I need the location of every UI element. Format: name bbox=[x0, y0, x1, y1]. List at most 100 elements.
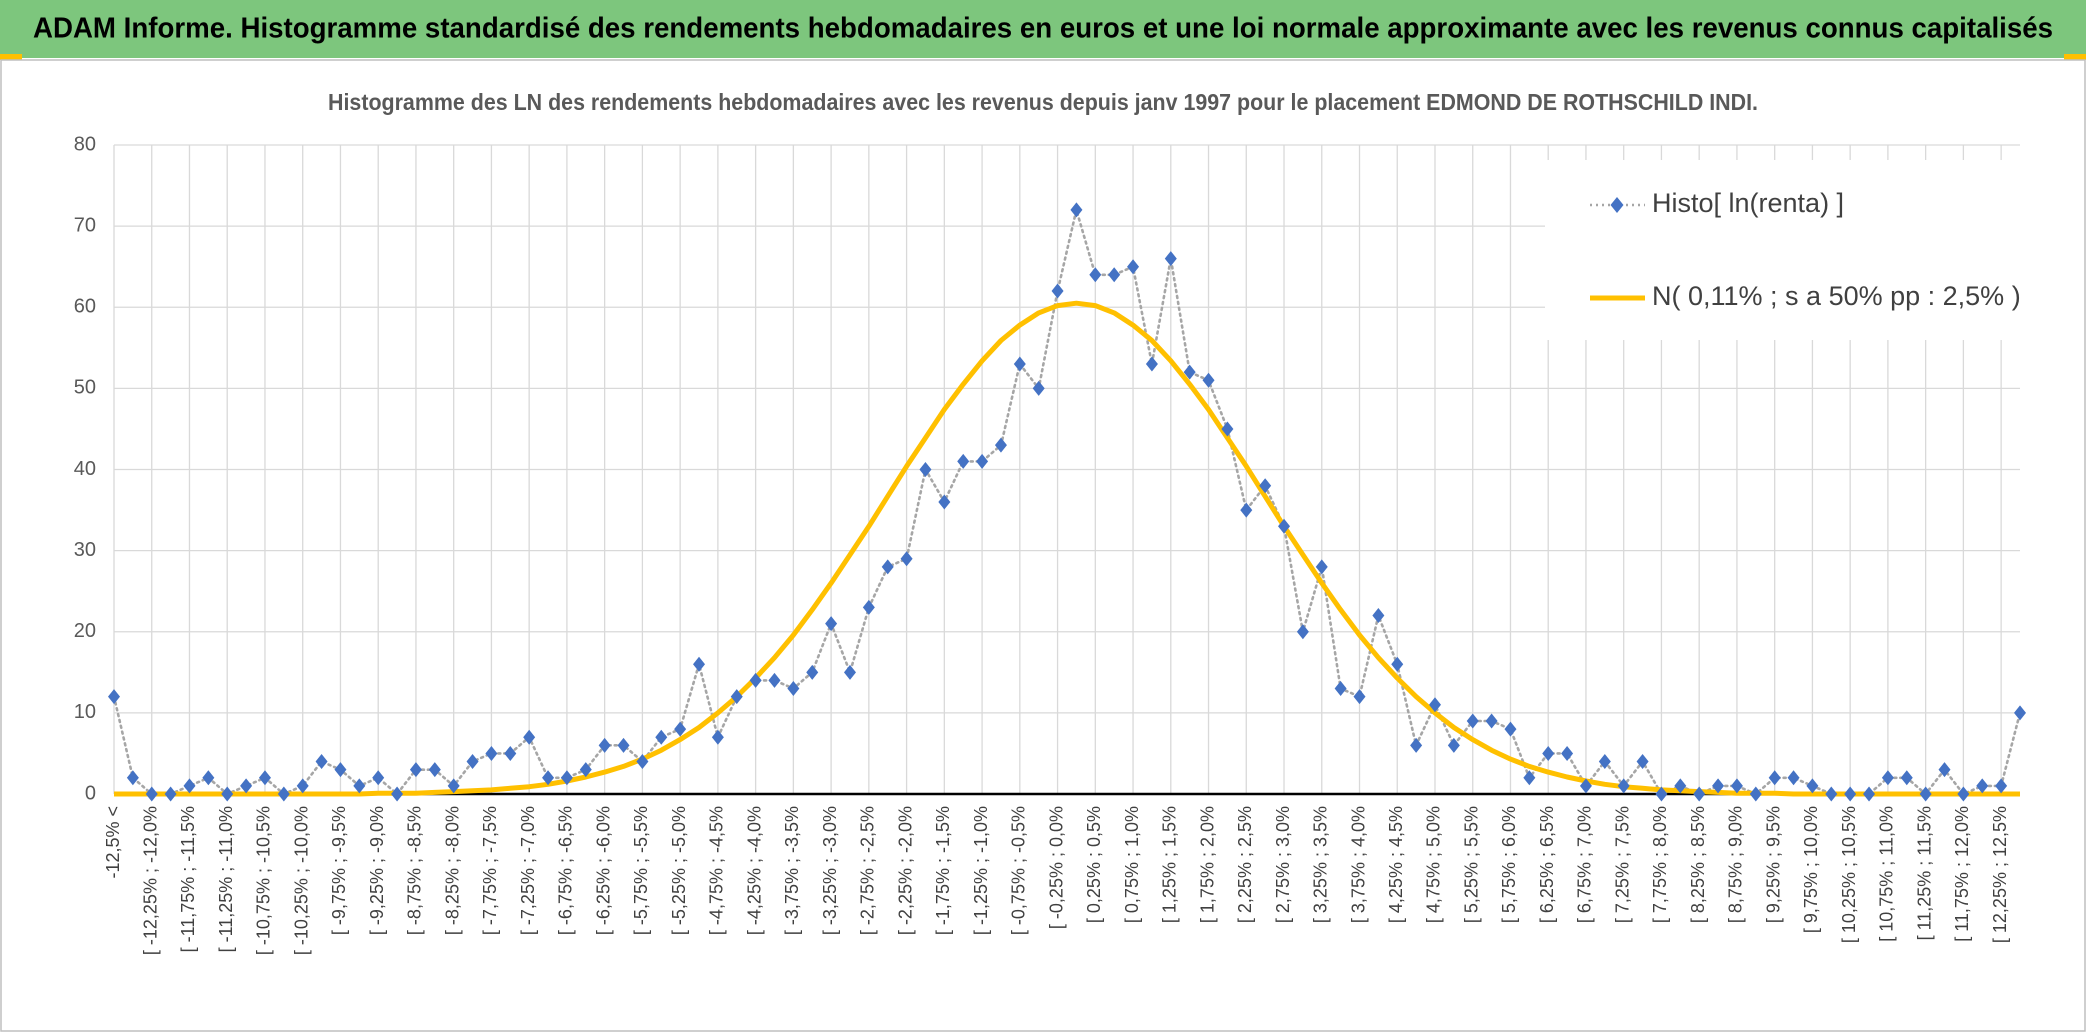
x-tick-label: [ 3,25% ; 3,5% bbox=[1311, 806, 1331, 923]
x-tick-label: [ -4,25% ; -4,0% bbox=[744, 806, 764, 935]
marker bbox=[1410, 737, 1423, 753]
marker bbox=[1730, 778, 1743, 794]
marker bbox=[1070, 202, 1083, 218]
y-tick-label: 40 bbox=[74, 458, 96, 480]
x-tick-label: [ -5,25% ; -5,0% bbox=[669, 806, 689, 935]
y-tick-label: 70 bbox=[74, 214, 96, 236]
marker bbox=[334, 762, 347, 778]
marker bbox=[1749, 786, 1762, 802]
marker bbox=[240, 778, 253, 794]
x-tick-label: [ 6,75% ; 7,0% bbox=[1575, 806, 1595, 923]
y-tick-label: 50 bbox=[74, 377, 96, 399]
marker bbox=[1372, 608, 1385, 624]
marker bbox=[862, 599, 875, 615]
marker bbox=[617, 737, 630, 753]
x-tick-label: [ 8,25% ; 8,5% bbox=[1688, 806, 1708, 923]
marker bbox=[353, 778, 366, 794]
x-tick-label: [ 9,75% ; 10,0% bbox=[1801, 806, 1821, 933]
x-tick-label: [ -0,75% ; -0,5% bbox=[1009, 806, 1029, 935]
marker bbox=[1278, 518, 1291, 534]
marker bbox=[768, 672, 781, 688]
marker bbox=[1825, 786, 1838, 802]
marker bbox=[1089, 267, 1102, 283]
marker bbox=[1391, 656, 1404, 672]
marker bbox=[1240, 502, 1253, 518]
marker bbox=[447, 778, 460, 794]
marker bbox=[579, 762, 592, 778]
x-tick-label: [ 4,25% ; 4,5% bbox=[1386, 806, 1406, 923]
marker bbox=[485, 745, 498, 761]
marker bbox=[542, 770, 555, 786]
x-tick-label: -12,5% < bbox=[103, 806, 123, 879]
marker bbox=[428, 762, 441, 778]
x-tick-label: [ 5,25% ; 5,5% bbox=[1461, 806, 1481, 923]
x-tick-label: [ -2,75% ; -2,5% bbox=[858, 806, 878, 935]
x-tick-label: [ 12,25% ; 12,5% bbox=[1990, 806, 2010, 943]
marker bbox=[1919, 786, 1932, 802]
marker bbox=[1617, 778, 1630, 794]
marker bbox=[409, 762, 422, 778]
marker bbox=[1768, 770, 1781, 786]
marker bbox=[1315, 559, 1328, 575]
x-tick-label: [ -6,25% ; -6,0% bbox=[593, 806, 613, 935]
marker bbox=[1542, 745, 1555, 761]
marker bbox=[1013, 356, 1026, 372]
marker bbox=[1598, 754, 1611, 770]
header-banner bbox=[0, 0, 2086, 58]
marker bbox=[145, 786, 158, 802]
marker bbox=[1881, 770, 1894, 786]
marker bbox=[1183, 364, 1196, 380]
marker bbox=[1127, 259, 1140, 275]
marker bbox=[315, 754, 328, 770]
x-tick-label: [ -10,25% ; -10,0% bbox=[291, 806, 311, 955]
x-tick-label: [ -9,25% ; -9,0% bbox=[367, 806, 387, 935]
marker bbox=[1957, 786, 1970, 802]
marker bbox=[976, 453, 989, 469]
marker bbox=[1108, 267, 1121, 283]
marker bbox=[1296, 624, 1309, 640]
marker bbox=[1863, 786, 1876, 802]
x-tick-label: [ 0,25% ; 0,5% bbox=[1084, 806, 1104, 923]
marker bbox=[598, 737, 611, 753]
marker bbox=[183, 778, 196, 794]
chart-title: Histogramme des LN des rendements hebdom… bbox=[328, 89, 1758, 115]
y-tick-label: 30 bbox=[74, 539, 96, 561]
marker bbox=[636, 754, 649, 770]
y-tick-label: 10 bbox=[74, 701, 96, 723]
x-tick-label: [ 4,75% ; 5,0% bbox=[1424, 806, 1444, 923]
y-tick-label: 60 bbox=[74, 296, 96, 318]
x-tick-label: [ -3,75% ; -3,5% bbox=[782, 806, 802, 935]
legend-label: N( 0,11% ; s a 50% pp : 2,5% ) bbox=[1652, 281, 2021, 311]
marker bbox=[1938, 762, 1951, 778]
marker bbox=[1485, 713, 1498, 729]
marker bbox=[108, 689, 120, 705]
x-tick-label: [ -8,75% ; -8,5% bbox=[405, 806, 425, 935]
x-tick-label: [ -12,25% ; -12,0% bbox=[140, 806, 160, 955]
marker bbox=[1787, 770, 1800, 786]
legend-box bbox=[1545, 160, 2040, 340]
x-tick-label: [ -0,25% ; 0,0% bbox=[1046, 806, 1066, 929]
marker bbox=[277, 786, 290, 802]
marker bbox=[466, 754, 479, 770]
marker bbox=[1523, 770, 1536, 786]
x-tick-label: [ -5,75% ; -5,5% bbox=[631, 806, 651, 935]
marker bbox=[1655, 786, 1668, 802]
marker bbox=[711, 729, 724, 745]
x-tick-label: [ 0,75% ; 1,0% bbox=[1122, 806, 1142, 923]
banner-edge bbox=[0, 54, 22, 60]
x-tick-label: [ 7,75% ; 8,0% bbox=[1650, 806, 1670, 923]
marker bbox=[843, 664, 856, 680]
marker bbox=[523, 729, 536, 745]
marker bbox=[957, 453, 970, 469]
legend-label: Histo[ ln(renta) ] bbox=[1652, 188, 1844, 218]
y-tick-label: 0 bbox=[85, 782, 96, 804]
marker bbox=[1259, 478, 1272, 494]
x-tick-label: [ 6,25% ; 6,5% bbox=[1537, 806, 1557, 923]
marker bbox=[372, 770, 385, 786]
marker bbox=[1051, 283, 1064, 299]
x-tick-label: [ -4,75% ; -4,5% bbox=[707, 806, 727, 935]
marker bbox=[202, 770, 215, 786]
marker bbox=[221, 786, 234, 802]
x-tick-label: [ 3,75% ; 4,0% bbox=[1348, 806, 1368, 923]
marker bbox=[730, 689, 743, 705]
